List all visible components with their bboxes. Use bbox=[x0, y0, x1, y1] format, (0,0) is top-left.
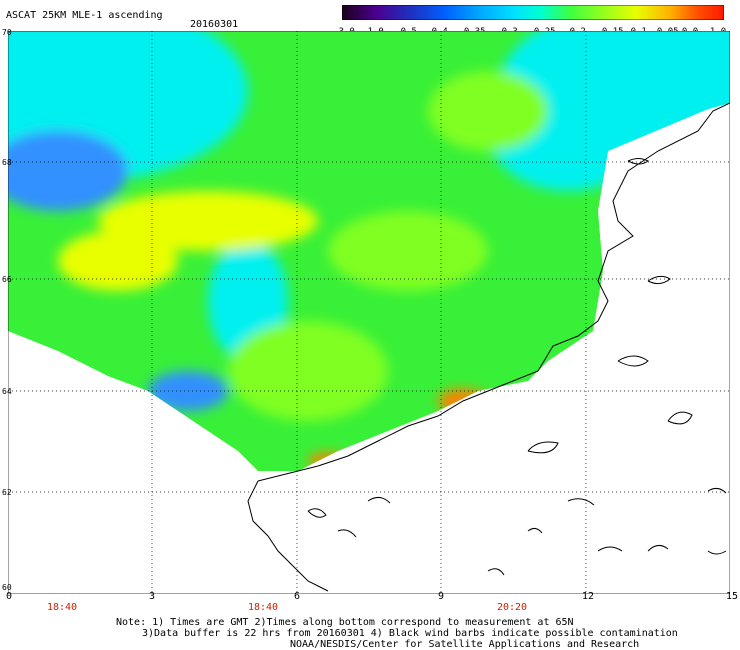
graticule bbox=[8, 31, 730, 594]
lon-label: 3 bbox=[148, 591, 156, 602]
scatterometer-swath bbox=[8, 31, 730, 471]
lat-label: 60 bbox=[2, 583, 12, 592]
lat-label: 70 bbox=[2, 28, 12, 37]
time-label: 18:40 bbox=[247, 602, 279, 613]
note-line: 3)Data buffer is 22 hrs from 20160301 4)… bbox=[142, 628, 678, 639]
product-date: 20160301 bbox=[190, 19, 239, 30]
map-panel bbox=[8, 31, 730, 594]
lat-label: 66 bbox=[2, 275, 12, 284]
lon-label: 15 bbox=[725, 591, 739, 602]
coastline bbox=[247, 102, 730, 592]
lon-label: 6 bbox=[293, 591, 301, 602]
lon-label: 9 bbox=[437, 591, 445, 602]
lat-label: 64 bbox=[2, 387, 12, 396]
time-label: 18:40 bbox=[46, 602, 78, 613]
lat-label: 68 bbox=[2, 158, 12, 167]
colorbar bbox=[342, 5, 724, 20]
note-line: Note: 1) Times are GMT 2)Times along bot… bbox=[116, 617, 574, 628]
note-line: NOAA/NESDIS/Center for Satellite Applica… bbox=[290, 639, 640, 650]
lon-label: 12 bbox=[581, 591, 595, 602]
product-title: ASCAT 25KM MLE-1 ascending bbox=[6, 10, 163, 21]
lon-label: 0 bbox=[5, 591, 13, 602]
lat-label: 62 bbox=[2, 488, 12, 497]
time-label: 20:20 bbox=[496, 602, 528, 613]
